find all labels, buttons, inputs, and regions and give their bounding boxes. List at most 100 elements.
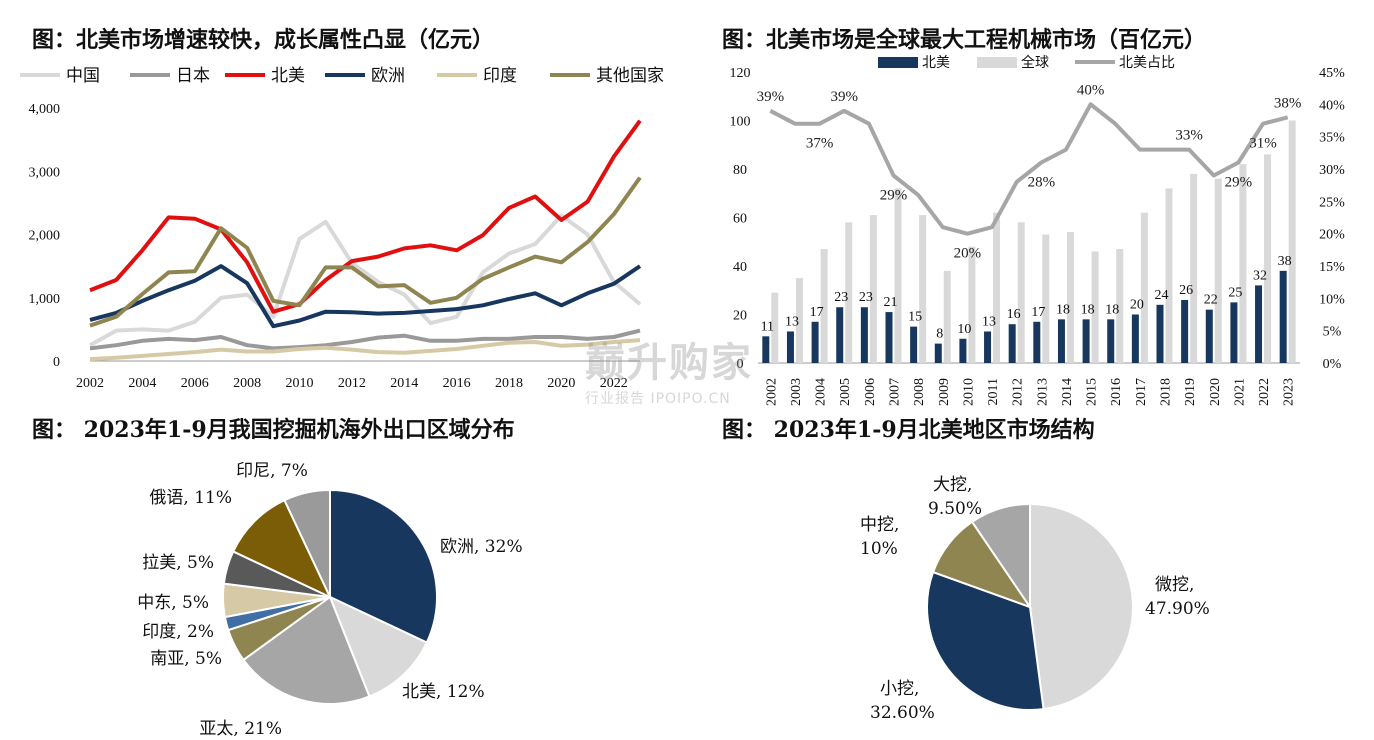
legend-label-0: 北美 bbox=[922, 55, 950, 71]
x-tick-label: 2017 bbox=[1134, 378, 1149, 406]
bar-global bbox=[1091, 251, 1099, 363]
x-tick-label: 2020 bbox=[547, 376, 575, 391]
bar-north-america bbox=[860, 307, 868, 363]
x-tick-label: 2009 bbox=[937, 378, 952, 406]
series-line-4 bbox=[89, 338, 641, 362]
legend-label-1: 日本 bbox=[176, 66, 210, 86]
bar-north-america bbox=[1230, 302, 1238, 363]
bar-global bbox=[1066, 232, 1074, 363]
export-region-slice-label: 欧洲, 32% bbox=[440, 537, 523, 557]
na-structure-slice-label: 大挖, bbox=[933, 475, 972, 495]
y-right-tick-label: 45% bbox=[1319, 66, 1345, 81]
chart4-title: 图： 2023年1-9月北美地区市场结构 bbox=[722, 417, 1095, 443]
na-structure-slice-value: 9.50% bbox=[928, 499, 982, 519]
na-structure-slice-1 bbox=[926, 570, 1045, 711]
bar-global bbox=[1116, 249, 1124, 363]
series-line-5 bbox=[89, 176, 642, 328]
x-tick-label: 2018 bbox=[1159, 378, 1174, 406]
bar-value-label: 18 bbox=[1081, 302, 1095, 317]
bar-value-label: 23 bbox=[859, 290, 873, 305]
share-value-label: 29% bbox=[880, 187, 908, 203]
x-tick-label: 2022 bbox=[600, 376, 628, 391]
bar-value-label: 18 bbox=[1105, 302, 1119, 317]
x-tick-label: 2016 bbox=[443, 376, 471, 391]
export-region-slice-label: 南亚, 5% bbox=[150, 649, 222, 669]
y-right-tick-label: 0% bbox=[1323, 357, 1342, 372]
bar-north-america bbox=[1033, 321, 1041, 363]
bar-global bbox=[795, 278, 803, 363]
y-left-tick-label: 0 bbox=[737, 357, 744, 372]
share-value-label: 33% bbox=[1175, 128, 1203, 144]
bar-value-label: 17 bbox=[1031, 305, 1045, 320]
export-region-slice-8 bbox=[283, 488, 331, 598]
bar-global bbox=[1165, 188, 1173, 363]
x-tick-label: 2014 bbox=[1060, 378, 1075, 406]
x-tick-label: 2006 bbox=[181, 376, 209, 391]
x-tick-label: 2004 bbox=[814, 378, 829, 406]
x-tick-label: 2008 bbox=[912, 378, 927, 406]
bar-global bbox=[820, 249, 828, 363]
bar-value-label: 20 bbox=[1130, 298, 1144, 313]
bar-value-label: 10 bbox=[957, 322, 971, 337]
bar-value-label: 22 bbox=[1204, 293, 1218, 308]
bar-north-america bbox=[934, 343, 942, 363]
x-tick-label: 2011 bbox=[986, 378, 1001, 405]
export-region-slice-0 bbox=[329, 488, 438, 644]
series-line-3 bbox=[89, 264, 642, 329]
bar-value-label: 21 bbox=[884, 295, 898, 310]
y-tick-label: 0 bbox=[53, 355, 60, 370]
bar-global bbox=[1017, 222, 1025, 363]
na-structure-slice-0 bbox=[1029, 502, 1134, 711]
x-tick-label: 2010 bbox=[961, 378, 976, 406]
x-tick-label: 2021 bbox=[1232, 378, 1247, 406]
x-tick-label: 2002 bbox=[764, 378, 779, 406]
export-region-slice-label: 印尼, 7% bbox=[236, 461, 308, 481]
export-region-slice-label: 北美, 12% bbox=[402, 682, 485, 702]
x-tick-label: 2006 bbox=[863, 378, 878, 406]
y-left-tick-label: 120 bbox=[730, 66, 751, 81]
y-right-tick-label: 20% bbox=[1319, 228, 1345, 243]
bar-north-america bbox=[1057, 319, 1065, 363]
chart2-bar-line-chart: 北美 全球 北美占比 0 20 40 60 80 100 120 0% 5% 10% 15% 20% 25% 3… bbox=[730, 54, 1346, 406]
share-value-label: 28% bbox=[1028, 175, 1056, 191]
bar-north-america bbox=[811, 321, 819, 363]
bar-global bbox=[993, 212, 1001, 363]
chart2-title: 图：北美市场是全球最大工程机械市场（百亿元） bbox=[722, 27, 1207, 53]
chart3-title: 图： 2023年1-9月我国挖掘机海外出口区域分布 bbox=[32, 417, 515, 443]
share-value-label: 20% bbox=[954, 246, 982, 262]
bar-value-label: 13 bbox=[982, 314, 996, 329]
bar-value-label: 25 bbox=[1228, 285, 1242, 300]
bar-north-america bbox=[984, 331, 992, 363]
share-value-label: 37% bbox=[806, 136, 834, 152]
legend-swatch-1 bbox=[977, 57, 1017, 68]
series-line-2 bbox=[89, 119, 642, 314]
x-tick-label: 2012 bbox=[338, 376, 366, 391]
bar-global bbox=[1042, 234, 1050, 363]
y-left-tick-label: 40 bbox=[733, 260, 747, 275]
bar-north-america bbox=[885, 312, 893, 363]
bar-value-label: 32 bbox=[1253, 268, 1267, 283]
export-region-slice-label: 亚太, 21% bbox=[199, 719, 282, 739]
bar-global bbox=[1264, 154, 1272, 363]
x-tick-label: 2019 bbox=[1183, 378, 1198, 406]
y-tick-label: 3,000 bbox=[29, 165, 61, 180]
bar-north-america bbox=[1156, 304, 1164, 363]
bar-north-america bbox=[786, 331, 794, 363]
na-structure-slice-label: 微挖, bbox=[1155, 575, 1194, 595]
series-line-1 bbox=[89, 328, 641, 351]
bar-north-america bbox=[959, 338, 967, 363]
bar-north-america bbox=[1008, 324, 1016, 363]
bar-global bbox=[1239, 164, 1247, 363]
y-right-tick-label: 30% bbox=[1319, 163, 1345, 178]
legend-label-2: 北美占比 bbox=[1119, 55, 1175, 71]
share-value-label: 39% bbox=[757, 89, 785, 105]
bar-north-america bbox=[1107, 319, 1115, 363]
y-right-tick-label: 5% bbox=[1323, 325, 1342, 340]
na-structure-slice-value: 47.90% bbox=[1145, 599, 1210, 619]
legend-label-2: 北美 bbox=[271, 66, 305, 86]
export-region-slice-7 bbox=[231, 498, 333, 600]
legend-label-0: 中国 bbox=[66, 66, 100, 86]
na-structure-slice-3 bbox=[970, 502, 1031, 611]
x-tick-label: 2023 bbox=[1282, 378, 1297, 406]
